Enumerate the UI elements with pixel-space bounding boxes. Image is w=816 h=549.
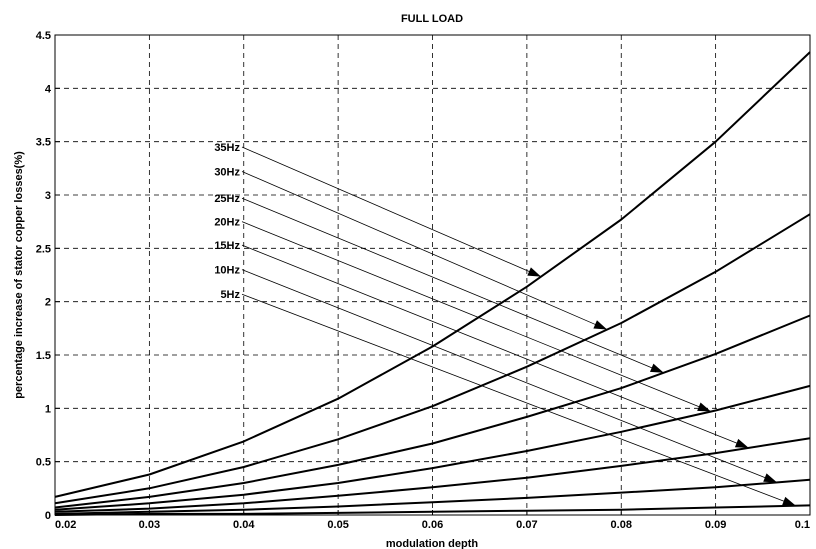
annotation-arrow-line bbox=[241, 244, 749, 449]
x-tick-label: 0.08 bbox=[611, 519, 632, 531]
annotations: 35Hz 30Hz 25Hz 20Hz 15Hz 10Hz 5Hz bbox=[214, 142, 796, 507]
series-line-30hz bbox=[54, 213, 811, 505]
y-axis-label: percentage increase of stator copper los… bbox=[13, 151, 25, 399]
x-tick-label: 0.1 bbox=[795, 519, 810, 531]
x-axis-label: modulation depth bbox=[386, 538, 479, 549]
annotation-arrow-line bbox=[241, 146, 542, 278]
annotation-label-10hz: 10Hz bbox=[214, 265, 240, 277]
annotation-arrowhead bbox=[734, 438, 749, 448]
annotation-arrowhead bbox=[782, 496, 796, 506]
x-tick-label: 0.03 bbox=[139, 519, 160, 531]
y-tick-label: 0 bbox=[45, 510, 51, 522]
y-tick-label: 4.5 bbox=[36, 30, 51, 42]
annotation-arrow-line bbox=[241, 221, 712, 412]
annotation-arrow-line bbox=[241, 171, 608, 330]
annotation-label-20hz: 20Hz bbox=[214, 217, 240, 229]
y-tick-label: 3.5 bbox=[36, 137, 51, 149]
x-axis-ticks: 0.02 0.03 0.04 0.05 0.06 0.07 0.08 0.09 0.1 bbox=[54, 510, 811, 531]
annotation-label-30hz: 30Hz bbox=[214, 167, 240, 179]
annotation-label-35hz: 35Hz bbox=[214, 142, 240, 154]
annotation-label-5hz: 5Hz bbox=[220, 289, 240, 301]
annotation-arrow-line bbox=[241, 197, 664, 374]
series-line-35hz bbox=[54, 51, 811, 498]
y-tick-label: 1.5 bbox=[36, 350, 51, 362]
y-tick-label: 2.5 bbox=[36, 243, 51, 255]
annotation-arrow-line bbox=[241, 293, 796, 507]
y-tick-label: 1 bbox=[45, 403, 51, 415]
x-tick-label: 0.04 bbox=[233, 519, 255, 531]
series-line-15hz bbox=[54, 437, 811, 513]
annotation-arrowhead bbox=[527, 267, 542, 277]
annotation-arrow-line bbox=[241, 269, 778, 483]
annotation-arrowhead bbox=[593, 320, 608, 330]
chart-title: FULL LOAD bbox=[401, 13, 463, 25]
x-tick-label: 0.09 bbox=[705, 519, 726, 531]
y-tick-label: 3 bbox=[45, 190, 51, 202]
annotation-label-15hz: 15Hz bbox=[214, 240, 240, 252]
annotation-arrowhead bbox=[697, 402, 711, 412]
x-tick-label: 0.07 bbox=[516, 519, 537, 531]
y-tick-label: 0.5 bbox=[36, 457, 51, 469]
series-line-25hz bbox=[54, 314, 811, 509]
y-axis-ticks: 0 0.5 1 1.5 2 2.5 3 3.5 4 4.5 bbox=[36, 30, 60, 522]
x-tick-label: 0.02 bbox=[55, 519, 76, 531]
series-line-20hz bbox=[54, 384, 811, 511]
series-line-10hz bbox=[54, 478, 811, 515]
x-tick-label: 0.05 bbox=[327, 519, 348, 531]
x-tick-label: 0.06 bbox=[422, 519, 443, 531]
annotation-arrowhead bbox=[649, 363, 664, 373]
y-tick-label: 2 bbox=[45, 297, 51, 309]
y-tick-label: 4 bbox=[45, 83, 52, 95]
annotation-label-25hz: 25Hz bbox=[214, 193, 240, 205]
annotation-arrowhead bbox=[763, 473, 777, 483]
